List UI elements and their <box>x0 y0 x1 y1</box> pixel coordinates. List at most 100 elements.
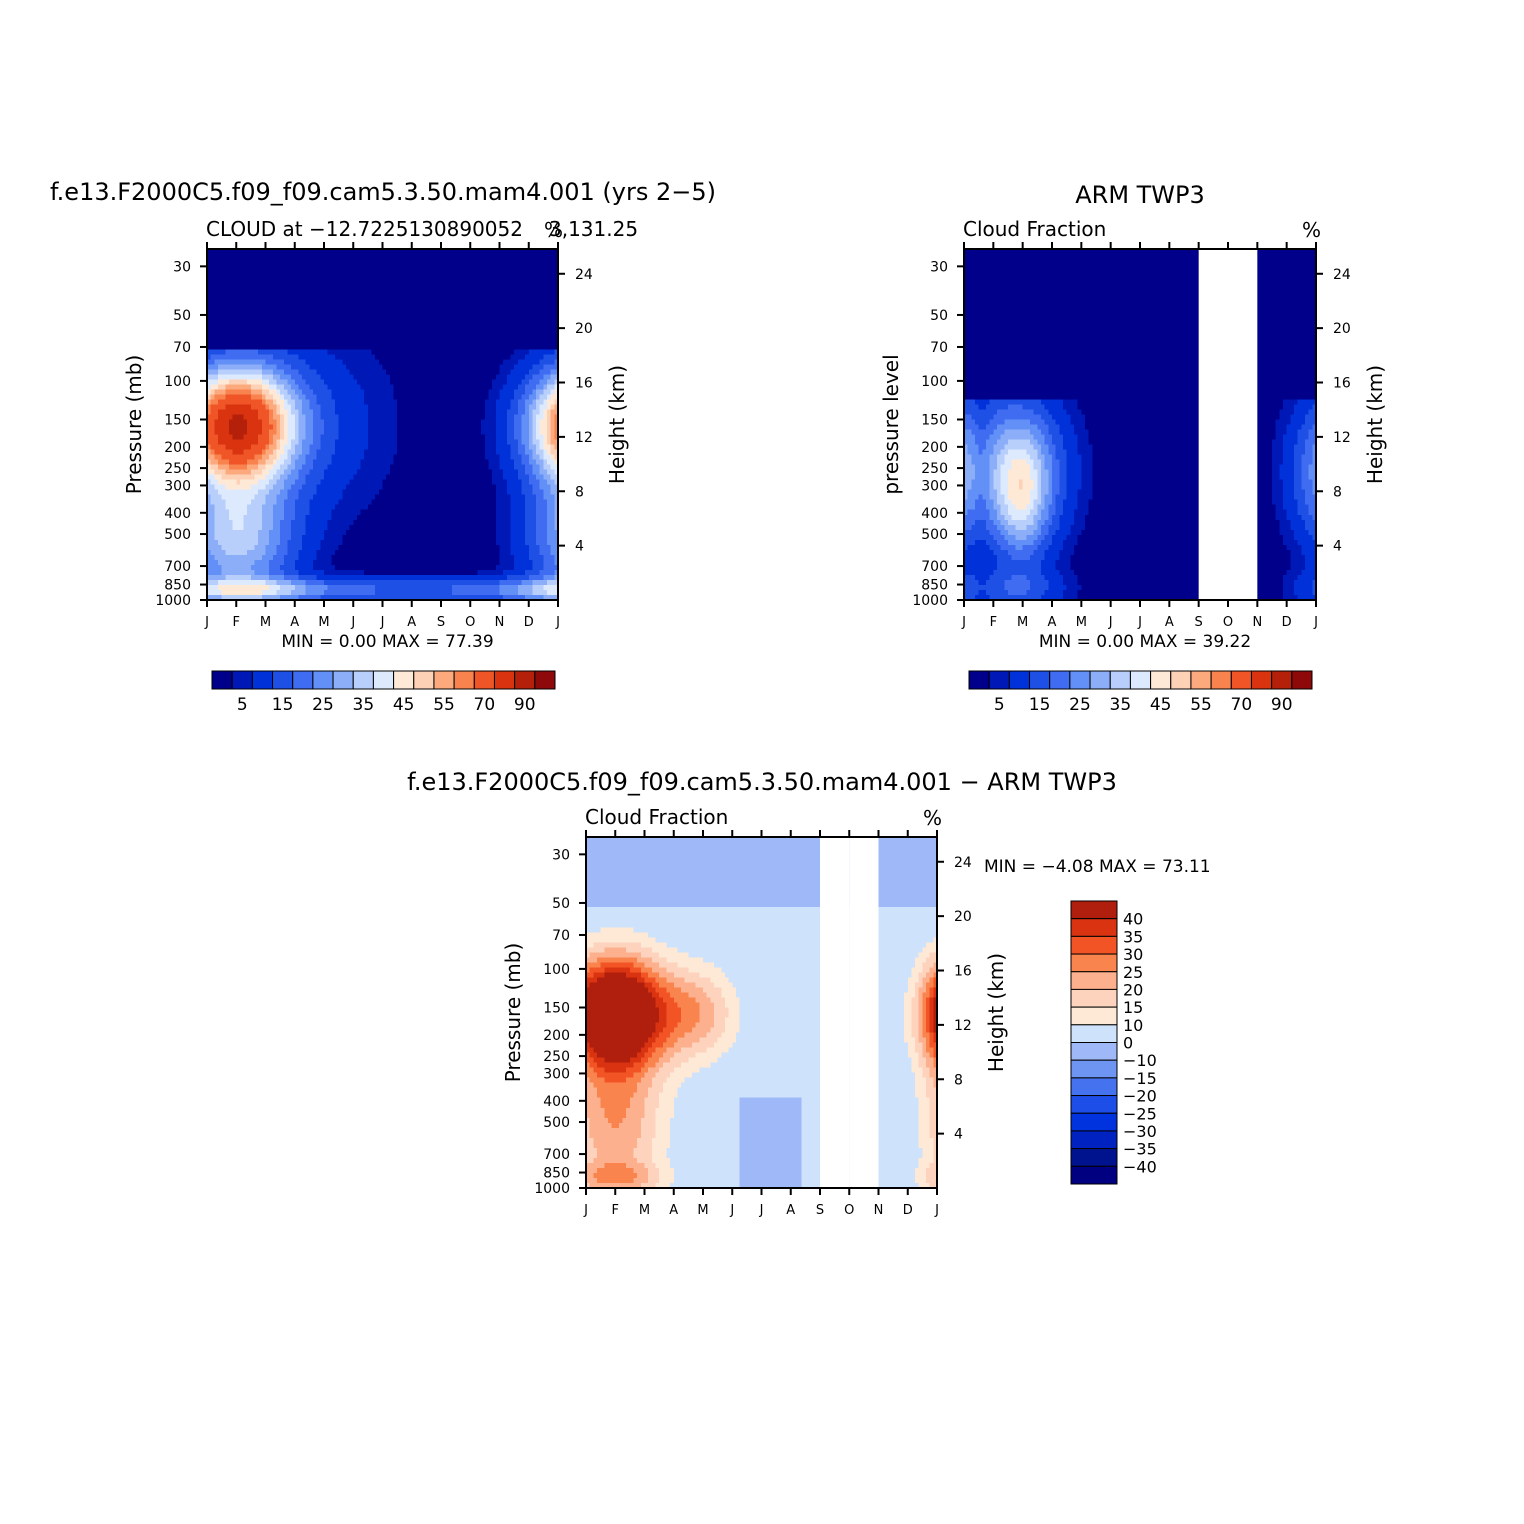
heatmap-cell <box>345 349 351 355</box>
heatmap-cell <box>404 559 409 566</box>
heatmap-cell <box>236 329 241 335</box>
heatmap-cell <box>250 399 256 406</box>
heatmap-cell <box>444 264 449 270</box>
heatmap-cell <box>386 309 391 315</box>
heatmap-cell <box>225 389 230 396</box>
heatmap-cell <box>448 259 453 265</box>
heatmap-cell <box>243 524 248 531</box>
heatmap-cell <box>236 379 241 385</box>
heatmap-cell <box>247 299 252 305</box>
heatmap-cell <box>375 514 380 521</box>
heatmap-cell <box>291 334 296 340</box>
heatmap-cell <box>254 379 259 385</box>
heatmap-cell <box>331 279 336 285</box>
heatmap-cell <box>367 479 373 486</box>
heatmap-cell <box>305 484 310 491</box>
heatmap-cell <box>444 314 449 320</box>
heatmap-cell <box>225 369 230 375</box>
heatmap-cell <box>462 409 468 416</box>
heatmap-cell <box>415 419 420 426</box>
heatmap-cell <box>367 264 373 270</box>
heatmap-cell <box>269 524 274 531</box>
heatmap-cell <box>356 529 362 536</box>
heatmap-cell <box>291 249 296 255</box>
heatmap-cell <box>408 339 413 345</box>
heatmap-cell <box>324 259 329 265</box>
heatmap-cell <box>313 444 318 451</box>
heatmap-cell <box>448 434 453 441</box>
heatmap-cell <box>309 524 314 531</box>
heatmap-cell <box>210 254 215 260</box>
heatmap-cell <box>400 334 406 340</box>
heatmap-cell <box>444 289 449 295</box>
heatmap-cell <box>378 409 384 416</box>
heatmap-cell <box>265 589 270 596</box>
heatmap-cell <box>324 544 329 551</box>
heatmap-cell <box>349 249 354 255</box>
heatmap-cell <box>254 549 259 556</box>
heatmap-cell <box>228 419 234 426</box>
heatmap-cell <box>408 439 413 446</box>
heatmap-cell <box>444 509 449 516</box>
heatmap-cell <box>261 334 267 340</box>
heatmap-cell <box>422 304 427 310</box>
heatmap-cell <box>276 424 281 431</box>
heatmap-cell <box>334 294 340 300</box>
heatmap-cell <box>261 359 267 365</box>
heatmap-cell <box>389 249 395 255</box>
heatmap-cell <box>455 274 460 280</box>
heatmap-cell <box>280 534 285 541</box>
heatmap-cell <box>210 399 215 406</box>
heatmap-cell <box>448 254 453 260</box>
heatmap-cell <box>236 444 241 451</box>
heatmap-cell <box>239 269 245 275</box>
heatmap-cell <box>225 384 230 390</box>
heatmap-cell <box>422 309 427 315</box>
heatmap-cell <box>367 324 373 330</box>
heatmap-cell <box>353 429 358 436</box>
heatmap-cell <box>338 429 343 436</box>
heatmap-cell <box>334 454 340 461</box>
heatmap-cell <box>408 364 413 370</box>
heatmap-cell <box>324 264 329 270</box>
heatmap-cell <box>217 379 223 385</box>
heatmap-cell <box>269 464 274 471</box>
heatmap-cell <box>345 249 351 255</box>
heatmap-cell <box>232 564 237 571</box>
heatmap-cell <box>272 394 278 401</box>
heatmap-cell <box>247 369 252 375</box>
heatmap-cell <box>269 379 274 385</box>
heatmap-cell <box>294 249 300 255</box>
heatmap-cell <box>400 374 406 380</box>
heatmap-cell <box>437 349 442 355</box>
heatmap-cell <box>382 404 387 411</box>
heatmap-cell <box>309 324 314 330</box>
heatmap-cell <box>236 489 241 496</box>
heatmap-cell <box>360 289 365 295</box>
heatmap-cell <box>258 524 263 531</box>
heatmap-cell <box>302 504 307 511</box>
heatmap-cell <box>207 364 212 370</box>
heatmap-cell <box>305 284 310 290</box>
heatmap-cell <box>353 399 358 406</box>
heatmap-cell <box>378 269 384 275</box>
heatmap-cell <box>386 509 391 516</box>
heatmap-cell <box>367 319 373 325</box>
heatmap-cell <box>349 269 354 275</box>
heatmap-cell <box>269 259 274 265</box>
heatmap-cell <box>207 554 212 561</box>
heatmap-cell <box>247 344 252 350</box>
heatmap-cell <box>298 494 303 501</box>
heatmap-cell <box>356 449 362 456</box>
heatmap-cell <box>433 434 438 441</box>
heatmap-cell <box>313 404 318 411</box>
heatmap-cell <box>404 419 409 426</box>
heatmap-cell <box>217 449 223 456</box>
heatmap-cell <box>287 419 292 426</box>
heatmap-cell <box>415 459 420 466</box>
heatmap-cell <box>356 534 362 541</box>
heatmap-cell <box>378 369 384 375</box>
heatmap-cell <box>276 269 281 275</box>
heatmap-cell <box>397 294 402 300</box>
heatmap-cell <box>353 304 358 310</box>
